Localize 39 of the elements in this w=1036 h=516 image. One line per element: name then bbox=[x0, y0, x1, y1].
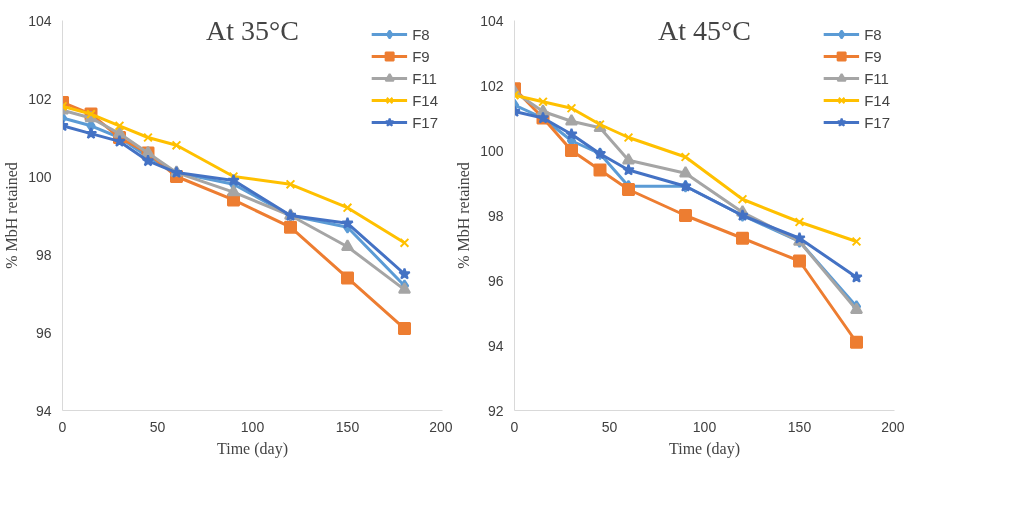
x-axis-title: Time (day) bbox=[217, 439, 288, 458]
legend-label: F8 bbox=[864, 25, 883, 43]
legend-label: F9 bbox=[412, 47, 431, 65]
x-tick-label: 0 bbox=[58, 418, 67, 435]
x-tick-label: 100 bbox=[240, 418, 265, 435]
chart-title: At 35°C bbox=[206, 14, 299, 46]
y-tick-label: 104 bbox=[28, 12, 52, 29]
legend-label: F9 bbox=[864, 47, 883, 65]
y-tick-label: 94 bbox=[487, 337, 504, 354]
y-tick-label: 100 bbox=[28, 168, 52, 185]
y-tick-label: 98 bbox=[487, 207, 504, 224]
x-tick-label: 150 bbox=[335, 418, 360, 435]
legend-label: F11 bbox=[864, 69, 889, 87]
y-tick-label: 96 bbox=[487, 272, 504, 289]
x-axis-title: Time (day) bbox=[669, 439, 740, 458]
legend-label: F14 bbox=[412, 91, 438, 109]
y-tick-label: 102 bbox=[28, 90, 52, 107]
y-axis-title: % MbH retained bbox=[3, 162, 21, 269]
y-axis-title: % MbH retained bbox=[455, 162, 473, 269]
legend-label: F8 bbox=[412, 25, 431, 43]
y-tick-label: 92 bbox=[487, 402, 504, 419]
legend-label: F11 bbox=[412, 69, 437, 87]
x-tick-label: 50 bbox=[149, 418, 166, 435]
legend-label: F14 bbox=[864, 91, 890, 109]
x-tick-label: 150 bbox=[787, 418, 812, 435]
y-tick-label: 104 bbox=[480, 12, 504, 29]
x-tick-label: 100 bbox=[692, 418, 717, 435]
x-tick-label: 200 bbox=[429, 418, 453, 435]
legend-label: F17 bbox=[864, 113, 890, 131]
x-tick-label: 50 bbox=[601, 418, 618, 435]
y-tick-label: 94 bbox=[35, 402, 52, 419]
x-tick-label: 200 bbox=[881, 418, 905, 435]
x-tick-label: 0 bbox=[510, 418, 519, 435]
y-tick-label: 98 bbox=[35, 246, 52, 263]
legend-label: F17 bbox=[412, 113, 438, 131]
y-tick-label: 102 bbox=[480, 77, 504, 94]
y-tick-label: 96 bbox=[35, 324, 52, 341]
chart-title: At 45°C bbox=[658, 14, 751, 46]
y-tick-label: 100 bbox=[480, 142, 504, 159]
